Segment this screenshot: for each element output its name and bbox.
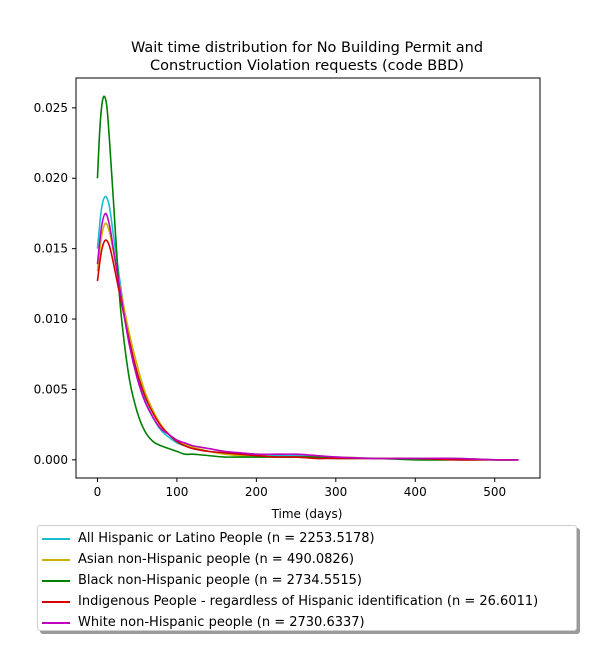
legend-label: Black non-Hispanic people (n = 2734.5515… <box>78 573 362 588</box>
y-tick-label: 0.025 <box>34 101 68 115</box>
series-line-2 <box>96 95 519 461</box>
x-tick-label: 500 <box>483 485 506 499</box>
legend-item: Indigenous People - regardless of Hispan… <box>42 591 576 612</box>
series-line-3 <box>96 239 519 461</box>
x-tick-label: 200 <box>245 485 268 499</box>
series-line-0 <box>96 195 519 461</box>
x-tick-label: 400 <box>404 485 427 499</box>
legend-label: Asian non-Hispanic people (n = 490.0826) <box>78 552 355 567</box>
y-tick-label: 0.015 <box>34 242 68 256</box>
ticks-layer: 0 100 200 300 400 500 0.000 0.005 0.010 0.015 0.02… <box>34 101 507 499</box>
y-tick-label: 0.010 <box>34 312 68 326</box>
legend: All Hispanic or Latino People (n = 2253.… <box>37 525 577 631</box>
legend-swatch <box>42 558 70 561</box>
legend-swatch <box>42 537 70 540</box>
y-tick-label: 0.020 <box>34 171 68 185</box>
chart-title-line-1: Wait time distribution for No Building P… <box>131 40 483 56</box>
series-line-4 <box>96 212 519 461</box>
legend-item: White non-Hispanic people (n = 2730.6337… <box>42 612 576 633</box>
legend-swatch <box>42 621 70 624</box>
y-tick-label: 0.000 <box>34 453 68 467</box>
plot-frame <box>75 77 541 479</box>
legend-swatch <box>42 579 70 582</box>
legend-item: All Hispanic or Latino People (n = 2253.… <box>42 528 576 549</box>
legend-label: Indigenous People - regardless of Hispan… <box>78 594 539 609</box>
chart-title-line-2: Construction Violation requests (code BB… <box>150 58 464 74</box>
line-chart: Wait time distribution for No Building P… <box>34 40 541 520</box>
x-axis-label: Time (days) <box>271 507 343 520</box>
legend-item: Black non-Hispanic people (n = 2734.5515… <box>42 570 576 591</box>
x-tick-label: 0 <box>94 485 102 499</box>
x-tick-label: 300 <box>324 485 347 499</box>
legend-label: All Hispanic or Latino People (n = 2253.… <box>78 531 375 546</box>
x-tick-label: 100 <box>165 485 188 499</box>
y-tick-label: 0.005 <box>34 382 68 396</box>
series-layer <box>96 95 519 461</box>
legend-swatch <box>42 600 70 603</box>
legend-label: White non-Hispanic people (n = 2730.6337… <box>78 615 365 630</box>
legend-item: Asian non-Hispanic people (n = 490.0826) <box>42 549 576 570</box>
